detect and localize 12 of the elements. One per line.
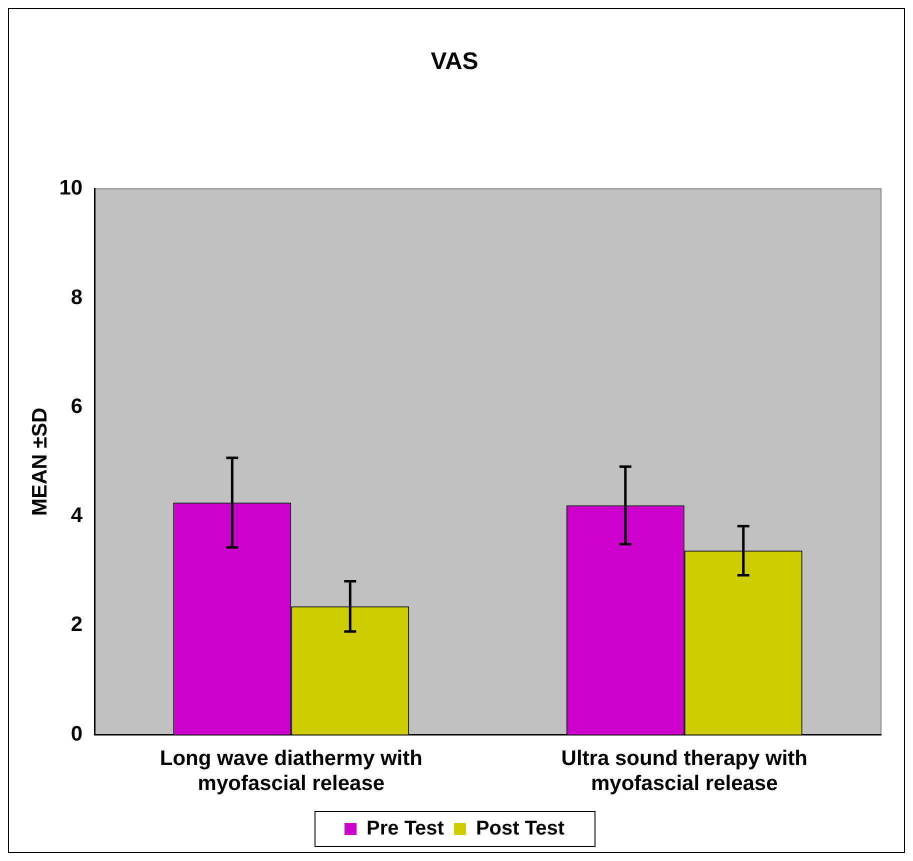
- y-tick-label: 8: [70, 286, 83, 309]
- y-tick-label: 10: [59, 176, 83, 200]
- y-tick-label: 4: [70, 504, 83, 528]
- chart-title: VAS: [430, 48, 478, 76]
- y-axis-title: MEAN ±SD: [28, 408, 52, 516]
- x-tick-label: Long wave diathermy with myofascial release: [160, 746, 422, 796]
- x-tick-label: Ultra sound therapy with myofascial release: [561, 746, 808, 796]
- y-tick-label: 0: [70, 722, 83, 746]
- legend-label: Post Test: [476, 818, 565, 840]
- y-tick-label: 2: [70, 613, 83, 636]
- y-tick-label: 6: [70, 394, 83, 418]
- legend-label: Pre Test: [366, 818, 444, 840]
